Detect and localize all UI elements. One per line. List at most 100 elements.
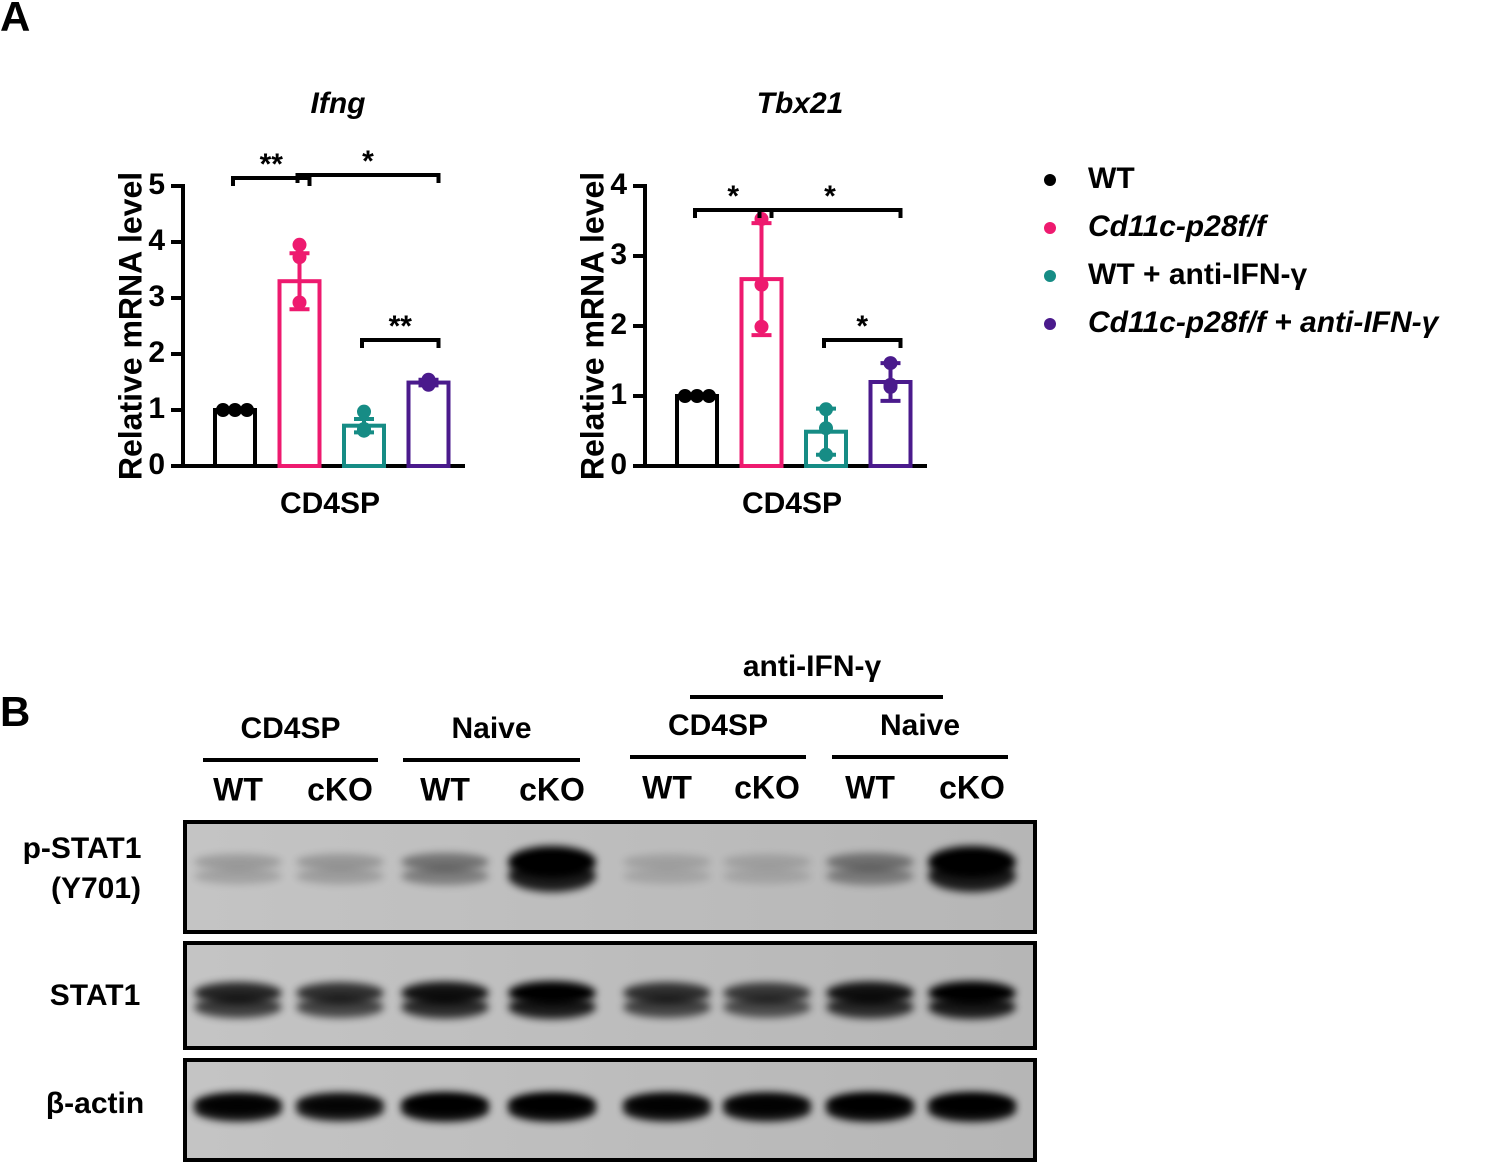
data-point — [292, 295, 307, 310]
significance-bracket — [693, 208, 774, 218]
group-label: Naive — [451, 712, 531, 745]
data-point — [228, 403, 242, 417]
panel-label: B — [0, 688, 30, 735]
bar — [675, 394, 719, 468]
significance-bracket — [757, 208, 903, 218]
treatment-label: anti-IFN-γ — [743, 650, 882, 683]
blot-band — [296, 996, 384, 1018]
significance-label: * — [856, 310, 868, 343]
significance-label: ** — [260, 148, 284, 181]
blot-band — [508, 860, 596, 892]
significance-label: * — [824, 180, 836, 213]
blot-band — [928, 1098, 1016, 1122]
row-label: STAT1 — [50, 979, 141, 1012]
lane-label: WT — [642, 769, 692, 805]
blot-band — [928, 995, 1016, 1019]
significance-bracket — [295, 173, 441, 183]
data-point — [702, 389, 716, 403]
data-point — [754, 319, 769, 334]
data-point — [357, 404, 371, 419]
blot-band — [194, 868, 282, 884]
lane-label: WT — [845, 769, 895, 805]
blot-band — [723, 854, 811, 870]
blot-band — [508, 995, 596, 1019]
data-point — [819, 402, 833, 417]
y-tick-label: 3 — [610, 238, 627, 271]
blot-band — [194, 996, 282, 1018]
data-point — [292, 237, 307, 252]
blot-band — [508, 1098, 596, 1122]
row-label: β-actin — [46, 1087, 144, 1120]
blot-band — [723, 868, 811, 884]
group-label: CD4SP — [668, 709, 768, 742]
blot-band — [826, 1098, 914, 1122]
legend-marker — [1044, 270, 1056, 282]
significance-label: * — [727, 180, 739, 213]
y-tick-label: 0 — [610, 448, 627, 481]
y-axis-label: Relative mRNA level — [574, 172, 610, 480]
data-point — [240, 403, 254, 417]
lane-label: cKO — [734, 769, 800, 805]
data-point — [883, 379, 898, 394]
y-tick-label: 2 — [148, 336, 165, 369]
blot-band — [623, 1098, 711, 1122]
legend-marker — [1044, 318, 1056, 330]
lane-label: cKO — [519, 771, 585, 807]
blot-band — [723, 1098, 811, 1122]
data-point — [819, 421, 833, 436]
blot-band — [723, 996, 811, 1018]
blot-band — [401, 853, 489, 871]
group-label: CD4SP — [240, 712, 340, 745]
data-point — [292, 250, 307, 265]
significance-bracket — [231, 176, 312, 186]
blot-band — [623, 996, 711, 1018]
group-label: Naive — [880, 709, 960, 742]
blot-band — [296, 867, 384, 885]
data-point — [883, 356, 898, 371]
blot-band — [826, 995, 914, 1019]
blot-band — [928, 860, 1016, 892]
data-point — [357, 423, 371, 438]
blot-band — [401, 867, 489, 885]
chart-title: Tbx21 — [757, 87, 844, 120]
legend-marker — [1044, 174, 1056, 186]
blot-band — [296, 1098, 384, 1122]
row-label: (Y701) — [51, 872, 141, 905]
y-tick-label: 0 — [148, 448, 165, 481]
y-tick-label: 2 — [610, 308, 627, 341]
y-tick-label: 3 — [148, 280, 165, 313]
legend-marker — [1044, 222, 1056, 234]
y-axis-label: Relative mRNA level — [112, 172, 148, 480]
y-tick-label: 4 — [610, 168, 627, 201]
row-label: p-STAT1 — [23, 832, 142, 865]
blot-band — [826, 853, 914, 871]
data-point — [216, 403, 230, 417]
significance-label: ** — [389, 310, 413, 343]
y-tick-label: 5 — [148, 168, 165, 201]
data-point — [678, 389, 692, 403]
blot-band — [401, 1098, 489, 1122]
y-tick-label: 1 — [148, 392, 165, 425]
blot-band — [194, 854, 282, 870]
legend-label: Cd11c-p28f/f + anti-IFN-γ — [1088, 306, 1441, 339]
y-tick-label: 4 — [148, 224, 165, 257]
legend-label: WT + anti-IFN-γ — [1088, 258, 1307, 291]
legend-label: Cd11c-p28f/f — [1088, 210, 1269, 243]
blot-band — [401, 995, 489, 1019]
lane-label: WT — [213, 771, 263, 807]
blot-band — [623, 868, 711, 884]
bar — [213, 408, 257, 468]
x-tick-label: CD4SP — [742, 487, 842, 520]
y-tick-label: 1 — [610, 378, 627, 411]
blot-band — [826, 867, 914, 885]
blot-band — [296, 853, 384, 871]
x-tick-label: CD4SP — [280, 487, 380, 520]
panel-label: A — [0, 0, 30, 40]
data-point — [421, 377, 436, 392]
chart-title: Ifng — [311, 87, 366, 120]
blot-band — [623, 854, 711, 870]
significance-bracket — [360, 338, 441, 348]
legend-label: WT — [1088, 162, 1135, 195]
data-point — [754, 277, 769, 292]
